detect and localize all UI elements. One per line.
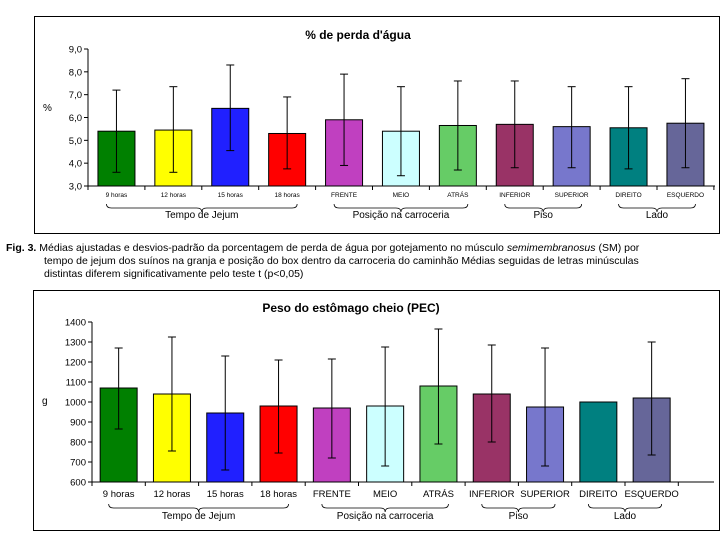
caption-text-3: distintas diferem significativamente pel… <box>44 268 304 280</box>
y-tick-label: 1000 <box>65 398 86 409</box>
chart-panel-water-loss: % de perda d'água% 3,0 4,0 5,0 6,0 7,0 8,0 9,0 9… <box>34 16 720 234</box>
category-label: 18 horas <box>275 192 301 199</box>
y-tick-label: 9,0 <box>69 45 82 56</box>
category-label: INFERIOR <box>499 192 530 199</box>
group-label: Tempo de Jejum <box>165 210 238 221</box>
y-tick-label: 800 <box>70 438 86 449</box>
y-tick-label: 900 <box>70 418 86 429</box>
group-label: Posição na carroceria <box>337 511 434 522</box>
category-label: FRENTE <box>313 489 351 500</box>
caption-muscle-name: semimembranosus <box>506 242 596 254</box>
y-tick-label: 6,0 <box>69 113 82 124</box>
y-tick-label: 1300 <box>65 338 86 349</box>
group-bracket <box>481 503 556 513</box>
group-bracket <box>587 503 663 513</box>
figure-caption: Fig. 3. Médias ajustadas e desvios-padrã… <box>6 242 722 281</box>
group-label: Posição na carroceria <box>353 210 450 221</box>
category-label: 9 horas <box>106 192 128 199</box>
category-label: 12 horas <box>153 489 190 500</box>
figure-label: Fig. 3. <box>6 242 37 254</box>
y-tick-label: 3,0 <box>69 182 82 193</box>
group-label: Piso <box>509 511 529 522</box>
category-label: ATRÁS <box>423 489 454 500</box>
stomach-weight-chart: Peso do estômago cheio (PEC) g 600 700 800 90… <box>42 301 714 522</box>
caption-text-2: tempo de jejum dos suínos na granja e po… <box>44 255 639 267</box>
group-label: Lado <box>614 511 637 522</box>
caption-text-1: Médias ajustadas e desvios-padrão da por… <box>39 242 504 254</box>
category-label: FRENTE <box>331 192 358 199</box>
chart-panel-stomach-weight: Peso do estômago cheio (PEC) g 600 700 800 90… <box>33 290 720 531</box>
y-axis-label: % <box>43 103 52 114</box>
y-axis-label: g <box>42 396 48 407</box>
bar <box>579 401 618 483</box>
y-tick-label: 1100 <box>66 378 86 389</box>
y-tick-label: 1400 <box>65 318 86 329</box>
group-bracket <box>504 203 583 213</box>
group-bracket <box>108 503 289 513</box>
group-bracket <box>106 203 298 213</box>
chart-title: % de perda d'água <box>305 28 411 42</box>
y-tick-label: 7,0 <box>69 90 82 101</box>
category-label: 15 horas <box>218 192 244 199</box>
category-label: INFERIOR <box>469 489 515 500</box>
category-label: DIREITO <box>579 489 617 500</box>
category-label: SUPERIOR <box>555 192 589 199</box>
group-label: Lado <box>646 210 669 221</box>
chart-title: Peso do estômago cheio (PEC) <box>262 301 439 315</box>
y-tick-label: 1200 <box>65 358 86 369</box>
category-label: ESQUERDO <box>624 489 678 500</box>
group-bracket <box>333 203 469 213</box>
category-label: SUPERIOR <box>520 489 570 500</box>
category-label: MEIO <box>373 489 397 500</box>
group-label: Piso <box>533 210 553 221</box>
caption-text-1b: (SM) por <box>598 242 640 254</box>
category-label: ATRÁS <box>447 190 469 199</box>
water-loss-chart: % de perda d'água% 3,0 4,0 5,0 6,0 7,0 8,0 9,0 9… <box>43 28 715 221</box>
y-tick-label: 700 <box>70 458 86 469</box>
category-label: 12 horas <box>161 192 187 199</box>
y-tick-label: 8,0 <box>69 67 82 78</box>
category-label: MEIO <box>393 192 410 199</box>
y-tick-label: 5,0 <box>69 136 82 147</box>
category-label: DIREITO <box>615 192 641 199</box>
group-bracket <box>321 503 449 513</box>
category-label: 18 horas <box>260 489 297 500</box>
y-tick-label: 4,0 <box>69 159 82 170</box>
category-label: ESQUERDO <box>667 192 704 199</box>
group-label: Tempo de Jejum <box>162 511 235 522</box>
category-label: 15 horas <box>207 489 244 500</box>
group-bracket <box>618 203 696 213</box>
y-tick-label: 600 <box>70 478 86 489</box>
category-label: 9 horas <box>103 489 135 500</box>
